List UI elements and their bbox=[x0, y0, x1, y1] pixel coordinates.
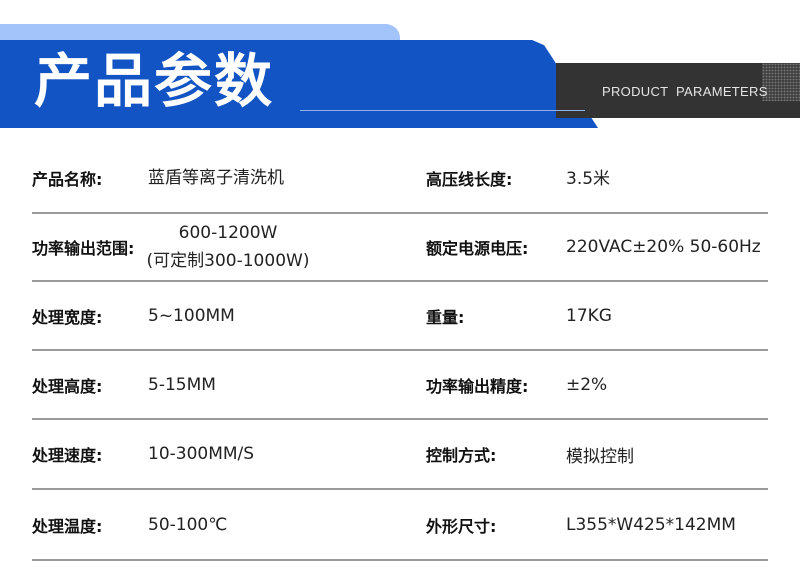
param-value: 10-300MM/S bbox=[148, 444, 255, 464]
param-label: 重量: bbox=[426, 307, 465, 327]
header-accent-dark bbox=[556, 63, 800, 118]
page-subtitle: PRODUCT PARAMETERS bbox=[602, 84, 768, 99]
param-value-group: 600-1200W (可定制300-1000W) bbox=[147, 219, 426, 275]
param-value: 3.5米 bbox=[566, 168, 611, 189]
param-value: 模拟控制 bbox=[566, 446, 634, 467]
parameters-table: 产品名称: 蓝盾等离子清洗机 高压线长度: 3.5米 功率输出范围: 600-1… bbox=[32, 144, 768, 561]
param-label: 处理高度: bbox=[32, 376, 103, 396]
param-label: 处理宽度: bbox=[32, 307, 103, 327]
param-label: 外形尺寸: bbox=[426, 516, 497, 536]
param-value: 5~100MM bbox=[148, 305, 235, 326]
param-label: 功率输出范围: bbox=[32, 239, 135, 258]
param-value: L355*W425*142MM bbox=[566, 514, 736, 535]
param-value: 220VAC±20% 50-60Hz bbox=[566, 237, 761, 257]
table-row: 处理宽度: 5~100MM 重量: 17KG bbox=[32, 282, 768, 351]
title-underline bbox=[300, 110, 585, 111]
param-label: 处理温度: bbox=[32, 516, 103, 536]
param-value: ±2% bbox=[566, 374, 608, 395]
param-value: 50-100℃ bbox=[148, 514, 228, 535]
param-label: 高压线长度: bbox=[426, 170, 513, 189]
param-label: 产品名称: bbox=[32, 170, 103, 189]
param-value: 17KG bbox=[566, 305, 612, 326]
param-label: 额定电源电压: bbox=[426, 239, 529, 258]
param-label: 处理速度: bbox=[32, 446, 103, 465]
param-label: 功率输出精度: bbox=[426, 376, 529, 396]
table-row: 功率输出范围: 600-1200W (可定制300-1000W) 额定电源电压:… bbox=[32, 214, 768, 282]
dot-pattern bbox=[762, 63, 800, 101]
page-title: 产品参数 bbox=[34, 47, 275, 115]
header-accent-blue bbox=[0, 40, 598, 128]
param-value: 蓝盾等离子清洗机 bbox=[148, 167, 284, 188]
table-row: 处理温度: 50-100℃ 外形尺寸: L355*W425*142MM bbox=[32, 490, 768, 561]
table-row: 产品名称: 蓝盾等离子清洗机 高压线长度: 3.5米 bbox=[32, 144, 768, 214]
param-value: 600-1200W bbox=[178, 223, 278, 243]
param-value: 5-15MM bbox=[148, 374, 216, 395]
param-label: 控制方式: bbox=[426, 446, 497, 465]
param-value-note: (可定制300-1000W) bbox=[146, 251, 310, 271]
table-row: 处理高度: 5-15MM 功率输出精度: ±2% bbox=[32, 351, 768, 420]
table-row: 处理速度: 10-300MM/S 控制方式: 模拟控制 bbox=[32, 420, 768, 490]
